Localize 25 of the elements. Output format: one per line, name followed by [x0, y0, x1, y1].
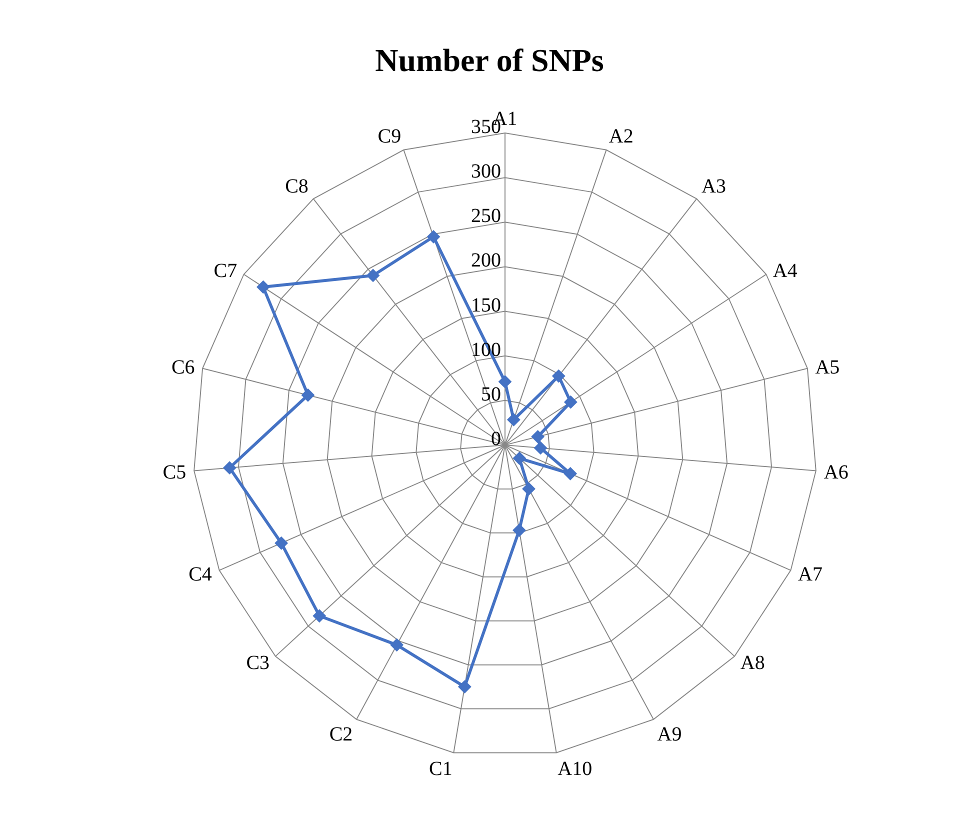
spoke-label: C3: [246, 652, 270, 674]
spoke-label: C5: [162, 462, 186, 484]
spoke-label: C2: [329, 724, 353, 746]
spoke-label: A6: [824, 462, 848, 484]
spoke-label: A4: [772, 260, 798, 282]
spoke-label: C1: [428, 758, 452, 780]
y-tick-label: 50: [481, 383, 501, 406]
spoke-label: C6: [171, 356, 195, 379]
y-tick-label: 0: [491, 428, 501, 450]
y-tick-label: 200: [471, 250, 501, 272]
spoke-label: A7: [798, 564, 822, 586]
spoke-label: A10: [558, 758, 592, 780]
y-tick-label: 150: [471, 294, 501, 316]
spoke-label: A3: [702, 175, 726, 198]
spoke-label: C9: [378, 125, 402, 148]
spoke-label: C8: [285, 175, 308, 198]
spoke-label: C7: [214, 260, 238, 282]
y-tick-label: 300: [471, 160, 501, 183]
spoke-label: A2: [608, 125, 634, 148]
spoke-label: C4: [188, 564, 212, 586]
spoke-label: A5: [815, 356, 840, 379]
spoke-label: A8: [740, 652, 765, 674]
chart-title: Number of SNPs: [374, 41, 605, 80]
y-tick-label: 250: [471, 205, 501, 228]
spoke-label: A9: [657, 724, 682, 746]
